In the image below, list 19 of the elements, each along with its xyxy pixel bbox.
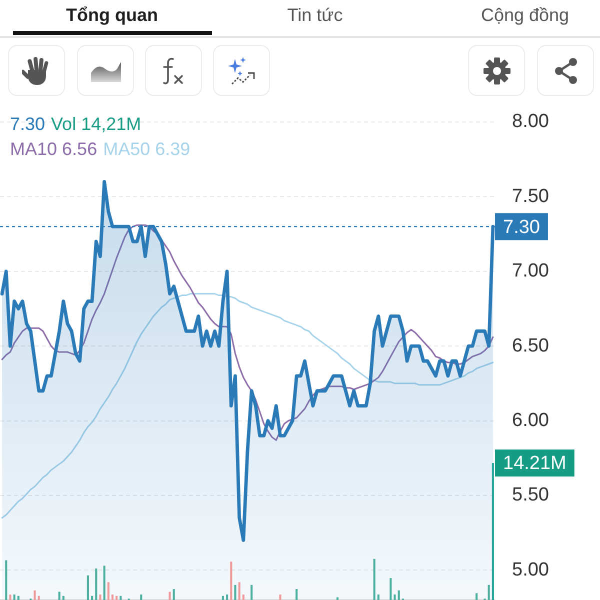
annotation: 6.56 <box>62 139 98 159</box>
text: Cộng đồng <box>480 5 570 25</box>
text: 14.21M <box>503 453 566 474</box>
annotation: 6.39 <box>155 139 190 159</box>
text: Tổng quan <box>66 5 158 25</box>
y-tick-label: 8.00 <box>512 111 549 132</box>
text: MA50 <box>103 139 150 159</box>
text: MA10 <box>10 139 58 159</box>
data-label: 7.30 <box>503 216 540 238</box>
y-tick-label: 6.00 <box>512 410 549 431</box>
y-tick-label: 5.50 <box>512 484 549 506</box>
y-tick-label: 6.50 <box>512 335 549 356</box>
annotation: 7.30 <box>10 114 46 134</box>
y-tick-label: 7.50 <box>512 186 549 207</box>
text: Tin tức <box>287 5 343 25</box>
text: Vol <box>51 114 76 134</box>
annotation: 14,21M <box>81 114 142 134</box>
y-tick-label: 7.00 <box>512 260 549 282</box>
y-tick-label: 5.00 <box>512 559 549 580</box>
